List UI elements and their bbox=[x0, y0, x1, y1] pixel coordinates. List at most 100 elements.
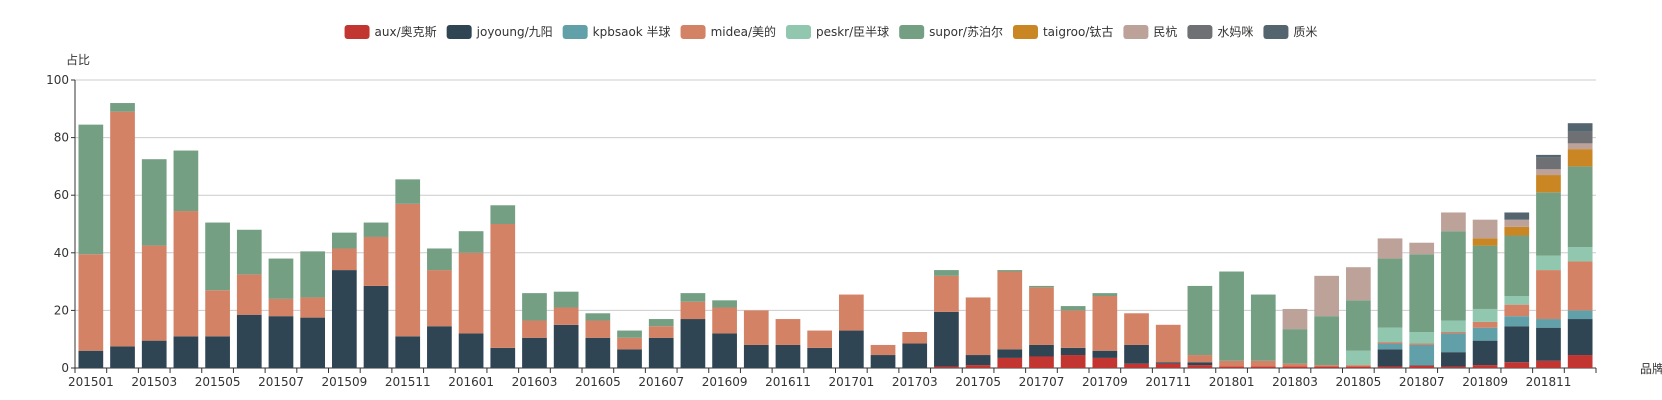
bar-segment[interactable] bbox=[173, 150, 199, 212]
bar-segment[interactable] bbox=[1314, 365, 1340, 367]
bar-segment[interactable] bbox=[1536, 319, 1561, 328]
bar-segment[interactable] bbox=[522, 293, 547, 321]
bar-segment[interactable] bbox=[870, 355, 896, 368]
bar-segment[interactable] bbox=[268, 316, 294, 368]
bar-segment[interactable] bbox=[395, 179, 421, 204]
bar-segment[interactable] bbox=[490, 205, 516, 224]
bar-segment[interactable] bbox=[1472, 245, 1498, 309]
bar-segment[interactable] bbox=[1472, 321, 1498, 328]
bar-segment[interactable] bbox=[141, 159, 167, 246]
bar-segment[interactable] bbox=[934, 270, 959, 276]
bar-segment[interactable] bbox=[1536, 154, 1561, 158]
bar-segment[interactable] bbox=[1155, 362, 1181, 364]
bar-segment[interactable] bbox=[1219, 271, 1244, 361]
bar-segment[interactable] bbox=[934, 275, 959, 312]
bar-segment[interactable] bbox=[838, 330, 864, 368]
bar-segment[interactable] bbox=[997, 271, 1023, 350]
bar-segment[interactable] bbox=[1536, 192, 1561, 256]
bar-segment[interactable] bbox=[838, 294, 864, 331]
bar-segment[interactable] bbox=[553, 307, 579, 325]
bar-segment[interactable] bbox=[997, 349, 1023, 358]
bar-segment[interactable] bbox=[300, 251, 326, 298]
bar-segment[interactable] bbox=[1124, 344, 1149, 364]
bar-segment[interactable] bbox=[1345, 365, 1371, 367]
bar-segment[interactable] bbox=[1441, 332, 1466, 334]
bar-segment[interactable] bbox=[680, 301, 706, 320]
bar-segment[interactable] bbox=[553, 324, 579, 368]
bar-segment[interactable] bbox=[363, 222, 389, 237]
bar-segment[interactable] bbox=[1219, 366, 1244, 368]
bar-segment[interactable] bbox=[1029, 287, 1054, 345]
bar-segment[interactable] bbox=[997, 270, 1023, 272]
bar-segment[interactable] bbox=[522, 320, 547, 338]
bar-segment[interactable] bbox=[1345, 350, 1371, 366]
bar-segment[interactable] bbox=[1377, 343, 1403, 350]
bar-segment[interactable] bbox=[427, 326, 452, 368]
bar-segment[interactable] bbox=[775, 344, 801, 368]
bar-segment[interactable] bbox=[1409, 365, 1435, 366]
bar-segment[interactable] bbox=[1441, 231, 1466, 321]
bar-segment[interactable] bbox=[617, 330, 642, 338]
bar-segment[interactable] bbox=[458, 231, 484, 253]
bar-segment[interactable] bbox=[1567, 149, 1593, 167]
bar-segment[interactable] bbox=[585, 313, 611, 321]
bar-segment[interactable] bbox=[1472, 327, 1498, 341]
bar-segment[interactable] bbox=[870, 344, 896, 356]
bar-segment[interactable] bbox=[1504, 212, 1530, 220]
bar-segment[interactable] bbox=[934, 366, 959, 368]
bar-segment[interactable] bbox=[997, 357, 1023, 368]
bar-segment[interactable] bbox=[1441, 366, 1466, 368]
bar-segment[interactable] bbox=[1567, 355, 1593, 368]
bar-segment[interactable] bbox=[1377, 258, 1403, 328]
bar-segment[interactable] bbox=[965, 365, 991, 368]
bar-segment[interactable] bbox=[395, 203, 421, 337]
bar-segment[interactable] bbox=[1029, 285, 1054, 288]
bar-segment[interactable] bbox=[331, 270, 357, 368]
bar-segment[interactable] bbox=[1187, 365, 1213, 368]
bar-segment[interactable] bbox=[1029, 356, 1054, 368]
bar-segment[interactable] bbox=[585, 337, 611, 368]
bar-segment[interactable] bbox=[1060, 355, 1086, 368]
bar-segment[interactable] bbox=[902, 332, 928, 344]
bar-segment[interactable] bbox=[1472, 365, 1498, 368]
bar-segment[interactable] bbox=[1092, 296, 1118, 351]
bar-segment[interactable] bbox=[1345, 267, 1371, 301]
bar-segment[interactable] bbox=[585, 320, 611, 338]
bar-segment[interactable] bbox=[1567, 143, 1593, 150]
bar-segment[interactable] bbox=[363, 236, 389, 286]
bar-segment[interactable] bbox=[553, 291, 579, 308]
bar-segment[interactable] bbox=[1441, 212, 1466, 232]
bar-segment[interactable] bbox=[300, 297, 326, 318]
bar-segment[interactable] bbox=[78, 254, 104, 351]
bar-segment[interactable] bbox=[78, 124, 104, 255]
legend-item[interactable]: aux/奥克斯 bbox=[344, 25, 437, 39]
bar-segment[interactable] bbox=[490, 224, 516, 348]
bar-segment[interactable] bbox=[1409, 343, 1435, 345]
legend-item[interactable]: supor/苏泊尔 bbox=[899, 24, 1003, 39]
bar-segment[interactable] bbox=[1567, 310, 1593, 320]
bar-segment[interactable] bbox=[1092, 357, 1118, 368]
bar-segment[interactable] bbox=[1472, 238, 1498, 246]
bar-segment[interactable] bbox=[141, 245, 167, 341]
bar-segment[interactable] bbox=[427, 248, 452, 271]
bar-segment[interactable] bbox=[1250, 366, 1276, 368]
bar-segment[interactable] bbox=[1282, 308, 1308, 330]
bar-segment[interactable] bbox=[1377, 327, 1403, 343]
bar-segment[interactable] bbox=[205, 222, 230, 291]
bar-segment[interactable] bbox=[1377, 349, 1403, 367]
bar-segment[interactable] bbox=[1124, 363, 1149, 368]
bar-segment[interactable] bbox=[236, 274, 262, 315]
bar-segment[interactable] bbox=[268, 298, 294, 317]
bar-segment[interactable] bbox=[1377, 342, 1403, 344]
bar-segment[interactable] bbox=[1409, 242, 1435, 255]
legend-item[interactable]: taigroo/钛古 bbox=[1012, 24, 1113, 39]
bar-segment[interactable] bbox=[458, 333, 484, 368]
bar-segment[interactable] bbox=[1219, 360, 1244, 367]
bar-segment[interactable] bbox=[331, 232, 357, 249]
bar-segment[interactable] bbox=[427, 270, 452, 327]
bar-segment[interactable] bbox=[1314, 366, 1340, 368]
bar-segment[interactable] bbox=[743, 344, 769, 368]
bar-segment[interactable] bbox=[1504, 226, 1530, 236]
bar-segment[interactable] bbox=[965, 297, 991, 356]
legend[interactable]: aux/奥克斯 joyoung/九阳 kpbsaok 半球 midea/美的 peskr… bbox=[344, 24, 1318, 39]
